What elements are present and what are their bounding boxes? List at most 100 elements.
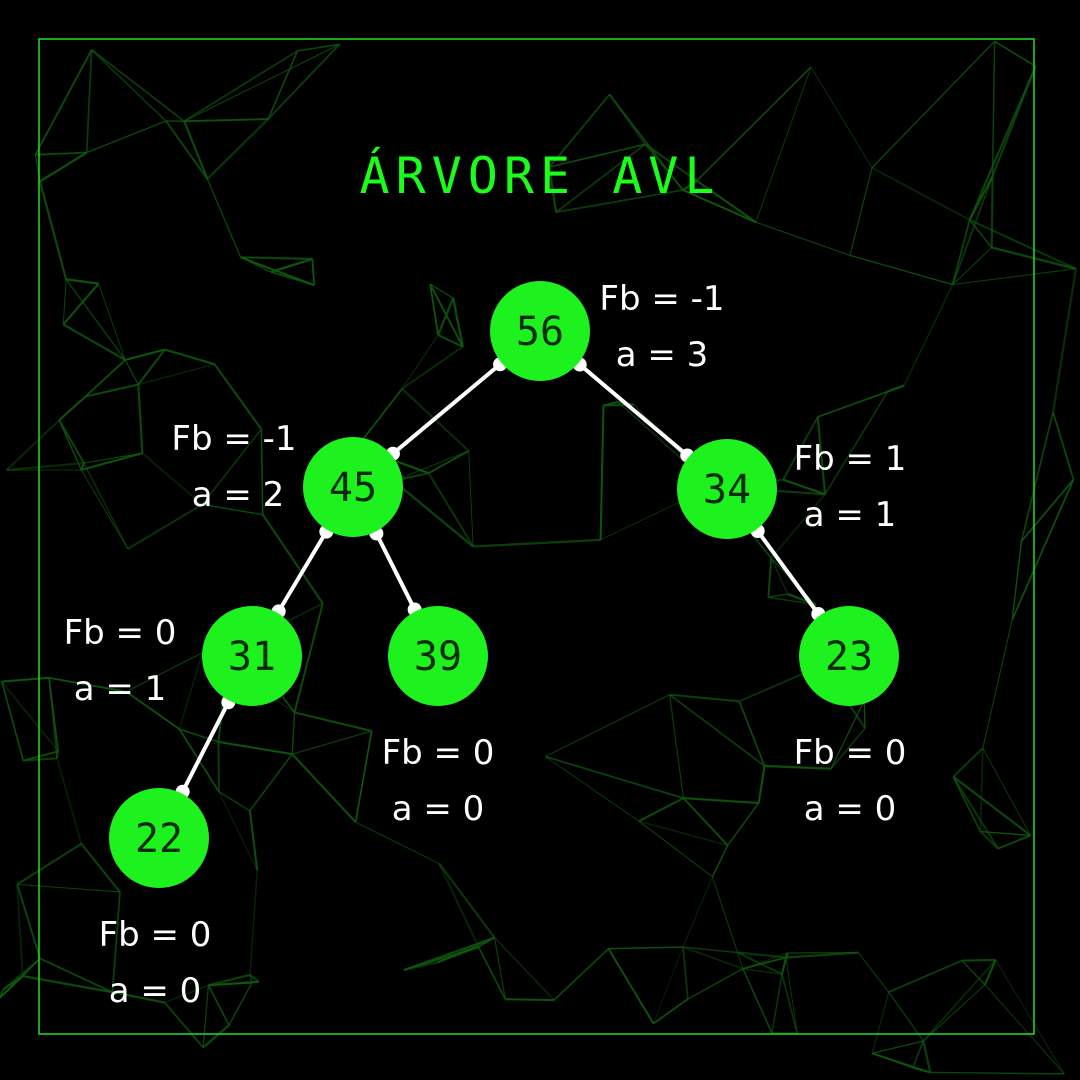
mesh-line <box>112 991 165 1004</box>
mesh-line <box>1020 478 1075 542</box>
node-value: 22 <box>135 816 183 862</box>
mesh-line <box>80 843 121 893</box>
mesh-line <box>270 257 313 273</box>
mesh-line <box>871 1052 914 1069</box>
mesh-line <box>164 1002 204 1048</box>
mesh-line <box>38 181 68 280</box>
mesh-line <box>291 753 357 823</box>
mesh-line <box>392 480 474 548</box>
mesh-line <box>164 348 215 366</box>
mesh-line <box>436 945 479 964</box>
height-label: a = 1 <box>74 669 167 709</box>
mesh-line <box>849 254 953 286</box>
mesh-line <box>183 50 298 122</box>
mesh-line <box>607 948 655 1024</box>
tree-node-31: 31 <box>202 606 302 706</box>
height-label: a = 2 <box>192 475 285 515</box>
mesh-line <box>727 802 760 846</box>
mesh-line <box>141 452 203 506</box>
balance-factor-label: Fb = -1 <box>599 279 724 319</box>
mesh-line <box>922 1040 932 1073</box>
mesh-line <box>267 43 341 120</box>
tree-node-39: 39 <box>388 606 488 706</box>
mesh-line <box>125 348 165 361</box>
mesh-line <box>249 973 260 983</box>
mesh-line <box>951 219 971 285</box>
mesh-line <box>682 946 744 970</box>
mesh-line <box>738 701 766 767</box>
mesh-line <box>184 118 269 123</box>
node-stats-31: Fb = 0 a = 1 <box>64 613 177 709</box>
mesh-line <box>922 1040 932 1073</box>
mesh-line <box>770 557 789 595</box>
mesh-line <box>218 791 258 871</box>
mesh-line <box>755 66 812 223</box>
mesh-line <box>871 166 971 221</box>
node-circle <box>109 788 209 888</box>
mesh-line <box>111 891 121 993</box>
mesh-line <box>817 390 889 418</box>
mesh-line <box>871 40 996 169</box>
mesh-line <box>125 652 203 693</box>
balance-factor-label: Fb = -1 <box>171 419 296 459</box>
mesh-line <box>768 596 816 606</box>
mesh-line <box>849 167 873 256</box>
mesh-line <box>711 876 739 953</box>
mesh-line <box>218 791 251 812</box>
mesh-line <box>35 151 87 156</box>
node-circle <box>388 606 488 706</box>
mesh-line <box>83 462 129 550</box>
mesh-line <box>401 334 439 390</box>
mesh-line <box>830 727 866 770</box>
mesh-line <box>696 179 757 224</box>
node-stats-39: Fb = 0 a = 0 <box>382 733 495 829</box>
mesh-line <box>91 49 167 122</box>
mesh-line <box>990 175 994 248</box>
mesh-line <box>669 693 740 703</box>
mesh-line <box>249 974 260 983</box>
mesh-line <box>951 175 994 285</box>
mesh-line <box>429 283 464 348</box>
mesh-line <box>165 120 209 180</box>
mesh-line <box>922 959 997 1042</box>
mesh-line <box>478 936 495 948</box>
mesh-line <box>952 747 984 778</box>
node-circle <box>202 606 302 706</box>
mesh-line <box>608 946 684 950</box>
mesh-line <box>438 862 496 939</box>
tree-node-23: 23 <box>799 606 899 706</box>
mesh-line <box>1 681 24 761</box>
mesh-line <box>493 937 555 1001</box>
mesh-line <box>1052 411 1075 480</box>
mesh-line <box>682 876 713 948</box>
mesh-line <box>240 256 272 273</box>
mesh-line <box>742 956 787 970</box>
mesh-line <box>293 603 324 713</box>
mesh-line <box>34 49 93 156</box>
mesh-line <box>903 284 954 386</box>
mesh-line <box>599 405 605 540</box>
mesh-line <box>912 1066 931 1074</box>
mesh-line <box>201 428 262 505</box>
mesh-line <box>857 952 890 993</box>
mesh-line <box>742 968 783 975</box>
mesh-line <box>952 776 982 832</box>
mesh-line <box>208 973 251 987</box>
mesh-line <box>653 946 684 1024</box>
mesh-line <box>638 797 684 822</box>
mesh-line <box>164 348 215 366</box>
mesh-line <box>429 284 439 336</box>
mesh-line <box>85 384 139 397</box>
mesh-line <box>437 333 464 348</box>
mesh-line <box>403 961 438 971</box>
mesh-line <box>603 400 619 407</box>
mesh-line <box>270 271 315 286</box>
mesh-line <box>912 1040 925 1069</box>
balance-factor-label: Fb = 0 <box>382 733 495 773</box>
mesh-line <box>1052 268 1077 413</box>
mesh-line <box>16 884 24 977</box>
mesh-line <box>781 973 798 1034</box>
mesh-line <box>984 959 997 985</box>
mesh-line <box>124 359 139 385</box>
mesh-line <box>354 730 373 823</box>
